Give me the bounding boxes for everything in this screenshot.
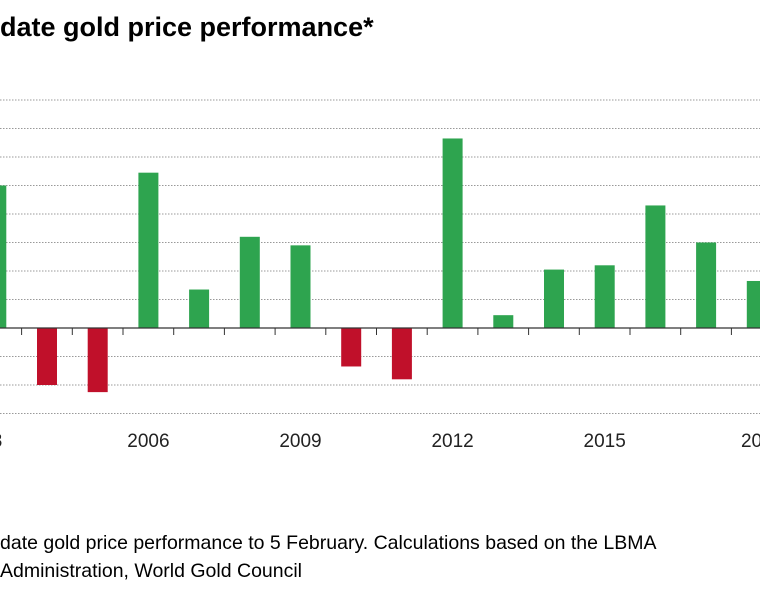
bar-2017	[696, 242, 717, 328]
bar-2013	[493, 315, 514, 328]
footnote-line-1: date gold price performance to 5 Februar…	[0, 532, 657, 554]
bar-2018	[746, 280, 760, 328]
x-tick-label: 2006	[127, 431, 169, 452]
bar-2016	[645, 205, 666, 328]
footnote-line-2: Administration, World Gold Council	[0, 560, 303, 582]
bar-2014	[544, 269, 564, 328]
bar-2007	[189, 289, 210, 328]
bar-2012	[442, 138, 463, 328]
x-tick-label: 03	[0, 431, 2, 452]
x-tick-label: 201	[741, 431, 760, 452]
bar-2009	[290, 245, 311, 328]
bar-2006	[138, 172, 159, 328]
x-tick-label: 2015	[584, 431, 626, 452]
bar-2004	[37, 328, 57, 385]
bar-2015	[594, 265, 615, 328]
x-tick-label: 2009	[279, 431, 321, 452]
bar-2003	[0, 185, 7, 328]
bar-2005	[87, 328, 108, 393]
bar-2011	[391, 328, 412, 380]
x-tick-label: 2012	[431, 431, 473, 452]
bar-2010	[341, 328, 362, 367]
chart-title: date gold price performance*	[0, 12, 374, 42]
bar-2008	[239, 236, 260, 328]
